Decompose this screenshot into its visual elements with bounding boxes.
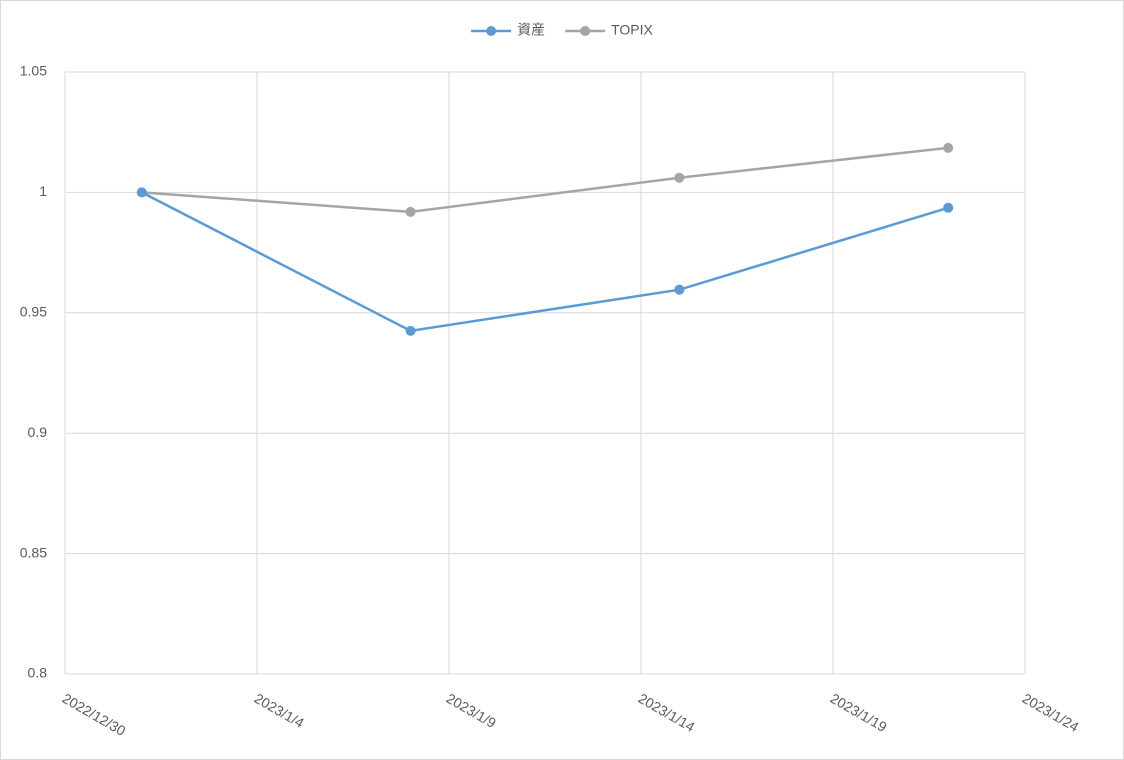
y-tick-label: 0.8 (28, 665, 48, 681)
y-tick-label: 0.9 (28, 424, 48, 440)
data-point (674, 284, 685, 295)
legend-marker (580, 26, 591, 36)
data-point (943, 142, 954, 153)
data-point (405, 206, 416, 217)
data-point (405, 325, 416, 336)
legend: 資産 TOPIX (471, 22, 654, 38)
series-line (141, 191, 949, 333)
series-line (141, 146, 949, 214)
data-point (943, 202, 954, 213)
data-point (674, 172, 685, 183)
y-tick-label: 1.05 (20, 63, 47, 79)
y-tick-label: 1 (39, 183, 47, 199)
y-tick-label: 0.85 (20, 544, 47, 560)
data-point (136, 187, 147, 198)
legend-label: TOPIX (611, 22, 653, 38)
legend-marker (486, 26, 497, 36)
legend-label: 資産 (517, 22, 545, 38)
y-tick-label: 0.95 (20, 304, 47, 320)
